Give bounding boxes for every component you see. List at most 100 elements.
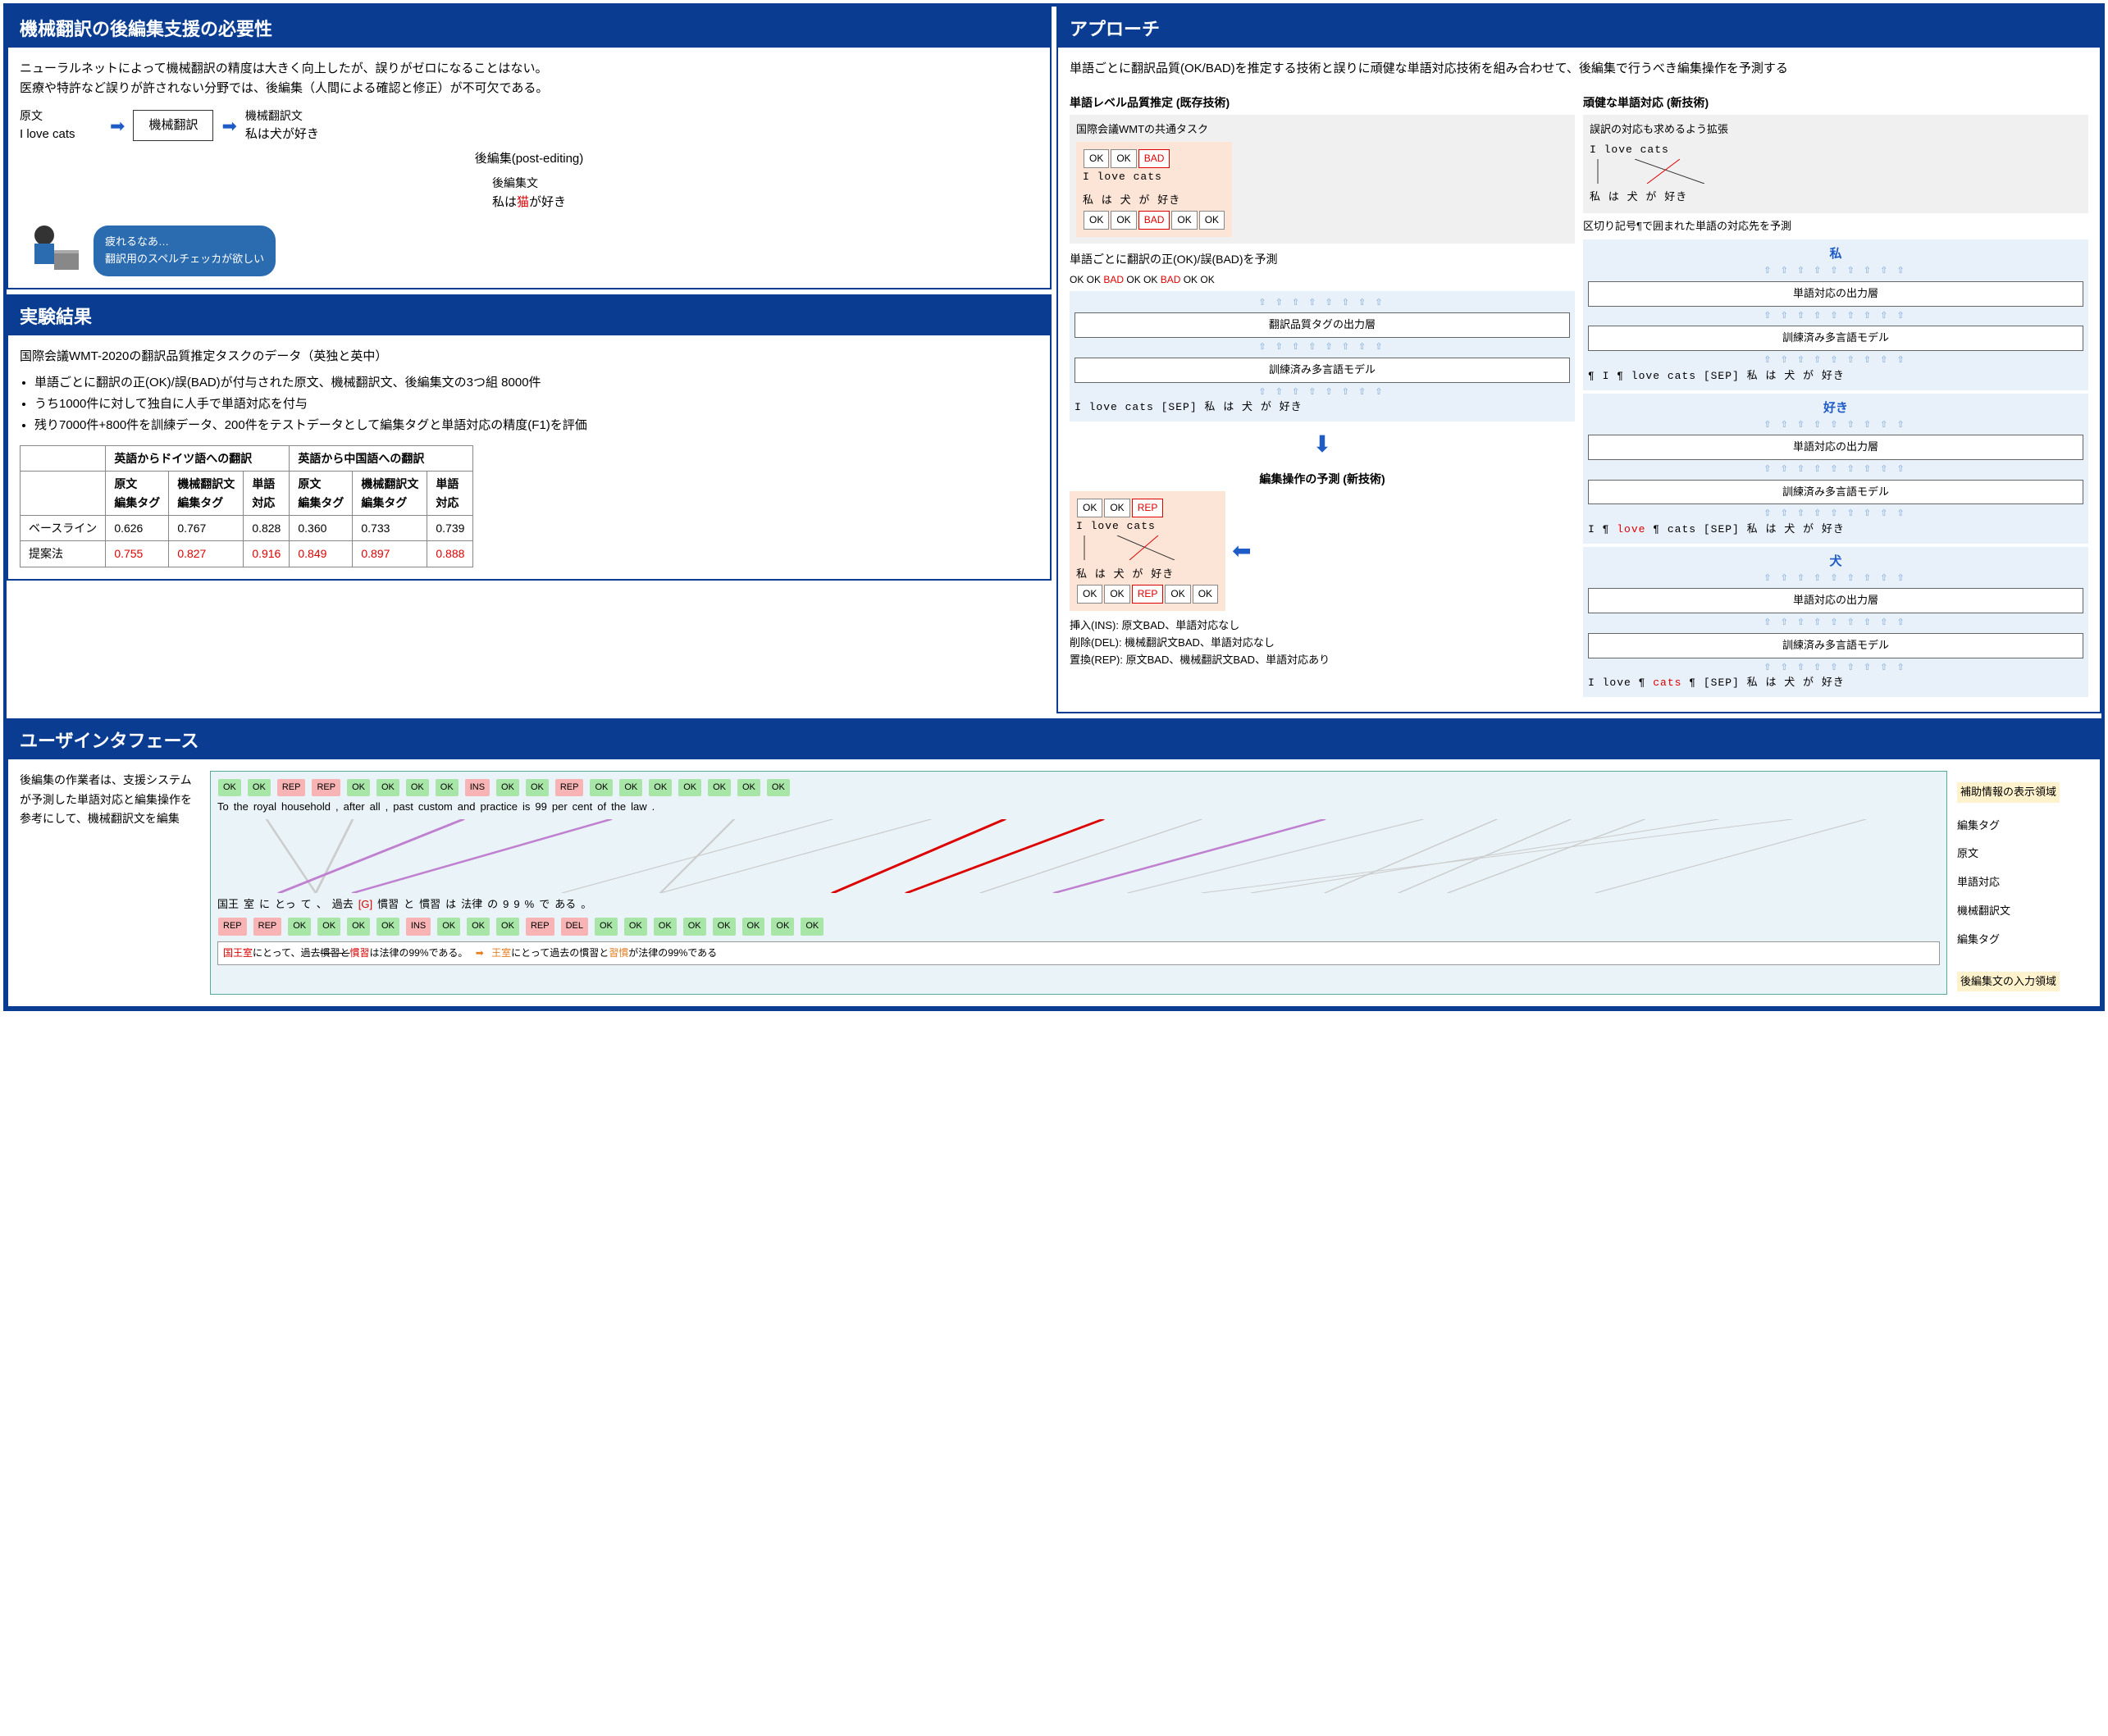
edit-arrow-icon: ➡ <box>476 947 484 959</box>
tag: REP <box>555 779 584 797</box>
alignment-lines-icon <box>1590 159 1721 184</box>
cell: 0.827 <box>169 541 244 567</box>
tag: OK <box>1104 499 1129 517</box>
tag: OK <box>526 779 549 797</box>
ui-src-tags: OKOKREPREPOKOKOKOKINSOKOKREPOKOKOKOKOKOK… <box>217 778 1940 798</box>
bullet: 単語ごとに翻訳の正(OK)/誤(BAD)が付与された原文、機械翻訳文、後編集文の… <box>34 373 1038 393</box>
ui-tgt-tags: REPREPOKOKOKOKINSOKOKOKREPDELOKOKOKOKOKO… <box>217 917 1940 936</box>
ui-mockup: OK OK REP REP OK OK OK OK INS OK OK REP OK OK OK OK OK OK… <box>210 771 1947 996</box>
editop-tgt-tags: OKOKREPOKOK <box>1076 584 1219 604</box>
tag: OK <box>619 779 642 797</box>
arrow-icon: ➡ <box>110 112 125 140</box>
tag: OK <box>406 779 429 797</box>
mt-label: 機械翻訳文 <box>245 107 319 125</box>
table-row: 提案法 0.755 0.827 0.916 0.849 0.897 0.888 <box>21 541 473 567</box>
left-column: 機械翻訳の後編集支援の必要性 ニューラルネットによって機械翻訳の精度は大きく向上… <box>7 7 1052 713</box>
tag: OK <box>801 918 824 936</box>
editop-src-tags: OKOKREP <box>1076 498 1219 518</box>
align-stack: 私⇧ ⇧ ⇧ ⇧ ⇧ ⇧ ⇧ ⇧ ⇧単語対応の出力層⇧ ⇧ ⇧ ⇧ ⇧ ⇧ ⇧ … <box>1583 239 2088 390</box>
uparrow-icon: ⇧ ⇧ ⇧ ⇧ ⇧ ⇧ ⇧ ⇧ <box>1075 385 1570 400</box>
align-box: 誤訳の対応も求めるよう拡張 I love cats 私 は 犬 が 好き <box>1583 115 2088 212</box>
alignment-lines-icon <box>1076 535 1191 560</box>
ui-desc: 後編集の作業者は、支援システムが予測した単語対応と編集操作を参考にして、機械翻訳… <box>20 771 200 996</box>
tag: OK <box>1165 585 1190 604</box>
tag: OK <box>742 918 765 936</box>
qe-wmt-box: 国際会議WMTの共通タスク OKOKBAD I love cats 私 は 犬 … <box>1070 115 1575 244</box>
arrow-down-icon: ⬇ <box>1070 426 1575 463</box>
thought-bubble: 疲れるなあ… 翻訳用のスペルチェッカが欲しい <box>94 226 276 276</box>
cell: 0.755 <box>106 541 169 567</box>
ui-tgt-words: 国王室にとって、過去[G]慣習と慣習は法律の99%である。 <box>217 896 1940 914</box>
legend-item: 編集タグ <box>1957 932 2088 949</box>
bullet: 残り7000件+800件を訓練データ、200件をテストデータとして編集タグと単語… <box>34 416 1038 435</box>
editop-heading: 編集操作の予測 (新技術) <box>1070 470 1575 488</box>
align-heading: 頑健な単語対応 (新技術) <box>1583 93 2088 112</box>
panel-necessity: 機械翻訳の後編集支援の必要性 ニューラルネットによって機械翻訳の精度は大きく向上… <box>7 7 1052 289</box>
tag: BAD <box>1138 149 1170 168</box>
align-sep-label: 区切り記号¶で囲まれた単語の対応先を予測 <box>1583 218 2088 235</box>
qe-example: OKOKBAD I love cats 私 は 犬 が 好き OKOKBADOK… <box>1076 142 1232 237</box>
qe-input-seq: I love cats [SEP] 私 は 犬 が 好き <box>1075 399 1570 417</box>
align-note: 誤訳の対応も求めるよう拡張 <box>1590 121 2082 139</box>
align-column: 頑健な単語対応 (新技術) 誤訳の対応も求めるよう拡張 I love cats … <box>1583 87 2088 700</box>
panel-necessity-body: ニューラルネットによって機械翻訳の精度は大きく向上したが、誤りがゼロになることは… <box>8 48 1050 288</box>
tag: BAD <box>1138 211 1170 230</box>
cell: 0.897 <box>353 541 427 567</box>
results-lead: 国際会議WMT-2020の翻訳品質推定タスクのデータ（英独と英中） <box>20 347 1038 367</box>
alignment-svg <box>217 819 1940 893</box>
tag: REP <box>277 779 306 797</box>
tag: OK <box>496 779 519 797</box>
legend-item: 単語対応 <box>1957 874 2088 891</box>
tag: OK <box>317 918 340 936</box>
necessity-para: ニューラルネットによって機械翻訳の精度は大きく向上したが、誤りがゼロになることは… <box>20 59 1038 98</box>
th-sub: 原文 編集タグ <box>290 472 353 516</box>
panel-approach: アプローチ 単語ごとに翻訳品質(OK/BAD)を推定する技術と誤りに頑健な単語対… <box>1056 7 2101 713</box>
tag: INS <box>406 918 431 936</box>
qe-tgt-tags: OKOKBADOKOK <box>1083 210 1225 230</box>
ui-edit-box[interactable]: 国王室にとって、過去慣習と慣習は法律の99%である。 ➡ 王室にとって過去の慣習… <box>217 941 1940 965</box>
tag: OK <box>678 779 701 797</box>
editop-src-words: I love cats <box>1076 518 1219 535</box>
rule: 削除(DEL): 機械翻訳文BAD、単語対応なし <box>1070 635 1575 652</box>
panel-necessity-title: 機械翻訳の後編集支援の必要性 <box>8 8 1050 48</box>
uparrow-icon: ⇧ ⇧ ⇧ ⇧ ⇧ ⇧ ⇧ ⇧ <box>1075 296 1570 311</box>
wmt-label: 国際会議WMTの共通タスク <box>1076 121 1568 139</box>
tag: OK <box>649 779 672 797</box>
tag: OK <box>436 779 459 797</box>
legend-item: 機械翻訳文 <box>1957 903 2088 920</box>
legend-input: 後編集文の入力領域 <box>1957 972 2060 992</box>
tag: OK <box>1077 499 1102 517</box>
bubble-line2: 翻訳用のスペルチェッカが欲しい <box>105 251 264 268</box>
results-bullets: 単語ごとに翻訳の正(OK)/誤(BAD)が付与された原文、機械翻訳文、後編集文の… <box>34 373 1038 435</box>
src-label: 原文 <box>20 107 102 125</box>
cell: 0.626 <box>106 515 169 540</box>
th-sub: 単語 対応 <box>244 472 290 516</box>
cell: 0.360 <box>290 515 353 540</box>
legend-area: 補助情報の表示領域 <box>1957 782 2060 803</box>
tag: OK <box>1077 585 1102 604</box>
qe-pred-label: 単語ごとに翻訳の正(OK)/誤(BAD)を予測 <box>1070 250 1575 268</box>
th-group: 英語からドイツ語への翻訳 <box>106 445 290 471</box>
tag: OK <box>713 918 736 936</box>
th-sub: 機械翻訳文 編集タグ <box>353 472 427 516</box>
tag: DEL <box>561 918 588 936</box>
mt-text: 私は犬が好き <box>245 125 319 144</box>
legend-item: 原文 <box>1957 845 2088 863</box>
tag: OK <box>708 779 731 797</box>
tag: OK <box>771 918 794 936</box>
panel-ui: ユーザインタフェース 後編集の作業者は、支援システムが予測した単語対応と編集操作… <box>7 718 2101 1009</box>
tag: OK <box>288 918 311 936</box>
tag: OK <box>1084 149 1109 168</box>
tag: OK <box>1111 149 1136 168</box>
ui-src-words: Totheroyalhousehold,afterall,pastcustoma… <box>217 799 1940 816</box>
align-stack: 犬⇧ ⇧ ⇧ ⇧ ⇧ ⇧ ⇧ ⇧ ⇧単語対応の出力層⇧ ⇧ ⇧ ⇧ ⇧ ⇧ ⇧ … <box>1583 547 2088 697</box>
poster-root: 機械翻訳の後編集支援の必要性 ニューラルネットによって機械翻訳の精度は大きく向上… <box>3 3 2105 1011</box>
th-blank <box>21 472 106 516</box>
tag: OK <box>437 918 460 936</box>
panel-ui-title: ユーザインタフェース <box>8 720 2100 759</box>
qe-pred-tags: OK OK BAD OK OK BAD OK OK <box>1070 272 1575 288</box>
tag: REP <box>253 918 282 936</box>
tag: REP <box>526 918 554 936</box>
postedit-label: 後編集(post-editing) <box>20 149 1038 169</box>
arrow-icon: ➡ <box>221 112 236 140</box>
